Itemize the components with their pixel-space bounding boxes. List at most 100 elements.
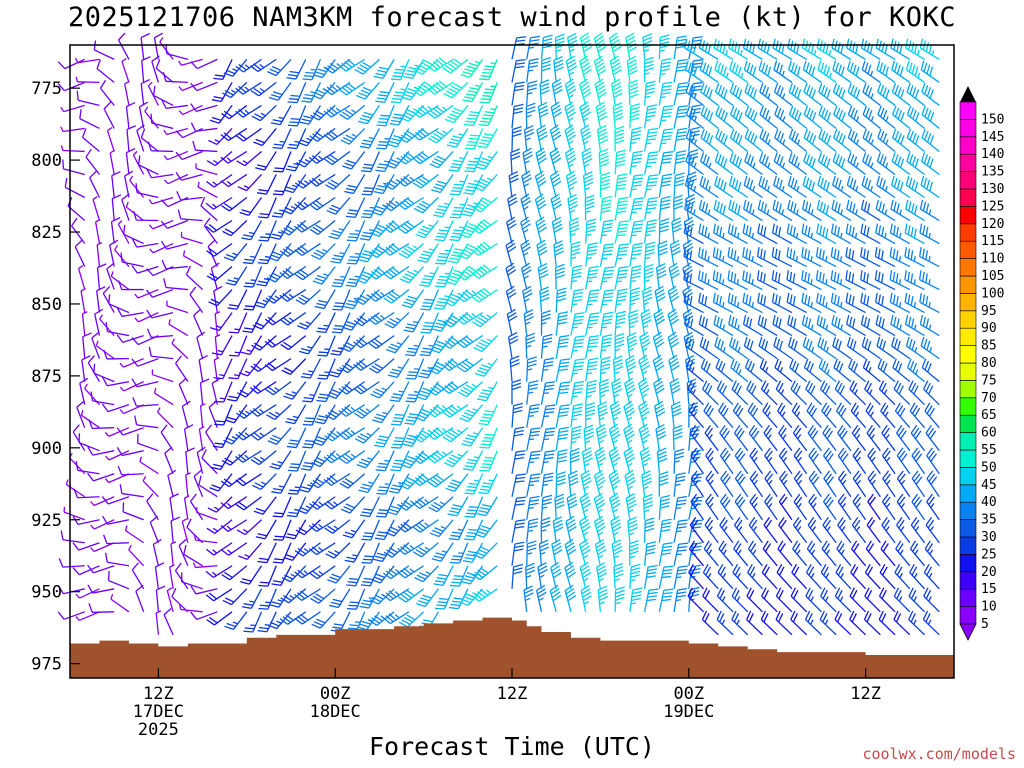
wind-barb <box>435 244 453 264</box>
wind-barb <box>639 424 650 450</box>
barb-staff <box>197 612 218 620</box>
wind-barb <box>212 378 220 404</box>
barb-feather <box>628 60 637 64</box>
barb-feather <box>664 129 673 130</box>
barb-half-feather <box>401 89 406 90</box>
barb-feather <box>436 553 445 555</box>
wind-barb <box>600 335 612 359</box>
barb-staff <box>122 474 144 475</box>
barb-feather <box>390 372 399 374</box>
wind-barb <box>125 81 130 105</box>
barb-feather <box>315 440 324 443</box>
barb-feather <box>546 382 555 383</box>
wind-barb <box>609 33 621 59</box>
wind-barb <box>268 428 291 445</box>
barb-feather <box>202 450 206 458</box>
barb-feather <box>588 277 597 278</box>
barb-half-feather <box>355 622 360 623</box>
barb-feather <box>632 162 641 164</box>
barb-feather <box>524 586 533 590</box>
wind-barb <box>582 148 592 174</box>
wind-barb <box>117 447 143 455</box>
barb-feather <box>300 140 309 143</box>
wind-barb <box>118 466 143 475</box>
barb-feather <box>573 392 582 393</box>
wind-barb <box>167 588 173 612</box>
barb-feather <box>141 80 150 84</box>
barb-feather <box>199 476 201 485</box>
wind-barb <box>214 382 232 402</box>
barb-feather <box>240 582 249 584</box>
barb-feather <box>558 322 567 324</box>
barb-feather <box>544 458 553 459</box>
barb-half-feather <box>245 110 249 113</box>
wind-barb <box>210 313 232 331</box>
wind-barb <box>644 494 653 519</box>
barb-feather <box>244 259 253 260</box>
barb-feather <box>558 319 567 321</box>
barb-half-feather <box>631 143 636 144</box>
barb-feather <box>539 540 548 544</box>
barb-half-feather <box>584 509 588 512</box>
barb-feather <box>644 505 653 508</box>
barb-staff <box>112 199 114 221</box>
barb-feather <box>613 543 622 547</box>
barb-feather <box>332 627 341 628</box>
barb-feather <box>629 524 638 528</box>
barb-feather <box>423 326 432 327</box>
barb-feather <box>211 263 219 268</box>
barb-feather <box>464 211 473 213</box>
barb-feather <box>546 405 555 406</box>
barb-feather <box>303 466 312 467</box>
barb-feather <box>301 349 310 351</box>
barb-feather <box>661 66 670 68</box>
barb-half-feather <box>154 388 155 393</box>
barb-feather <box>420 309 429 310</box>
barb-feather <box>258 263 267 264</box>
wind-barb <box>645 198 658 221</box>
wind-barb <box>550 148 561 175</box>
barb-feather <box>633 243 642 245</box>
barb-feather <box>400 279 409 283</box>
barb-feather <box>512 134 521 137</box>
barb-staff <box>182 237 203 243</box>
barb-feather <box>404 330 413 332</box>
wind-barb <box>92 332 100 359</box>
wind-barb <box>206 197 232 209</box>
barb-feather <box>631 575 640 577</box>
barb-feather <box>585 432 594 436</box>
barb-staff <box>181 219 203 221</box>
barb-feather <box>570 225 579 229</box>
wind-barb <box>645 589 659 612</box>
barb-feather <box>599 139 608 143</box>
wind-barb <box>430 520 453 537</box>
wind-barb <box>474 174 498 190</box>
wind-barb <box>100 80 114 105</box>
barb-feather <box>386 350 395 353</box>
barb-feather <box>301 377 310 379</box>
wind-barb <box>551 102 561 128</box>
barb-feather <box>631 288 640 291</box>
barb-feather <box>661 62 670 64</box>
wind-barb <box>267 59 291 75</box>
barb-half-feather <box>148 82 152 86</box>
barb-feather <box>259 627 268 628</box>
barb-feather <box>332 231 341 233</box>
barb-feather <box>147 494 153 501</box>
barb-feather <box>630 94 639 97</box>
barb-half-feather <box>275 296 279 299</box>
barb-feather <box>479 470 488 471</box>
wind-barb <box>242 589 262 608</box>
barb-feather <box>514 546 523 548</box>
barb-staff <box>64 82 84 90</box>
barb-feather <box>403 462 412 465</box>
barb-feather <box>178 210 180 219</box>
barb-feather <box>630 541 639 544</box>
barb-staff <box>151 336 173 338</box>
barb-half-feather <box>260 64 264 67</box>
wind-barb <box>88 585 114 593</box>
wind-barb <box>581 470 591 496</box>
barb-staff <box>170 567 173 589</box>
wind-barb <box>581 586 591 612</box>
barb-staff <box>123 512 144 520</box>
